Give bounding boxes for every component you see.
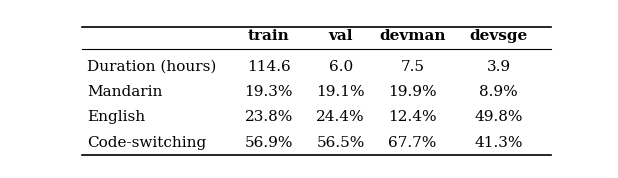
Text: devman: devman — [379, 29, 446, 43]
Text: 114.6: 114.6 — [247, 60, 290, 74]
Text: 19.3%: 19.3% — [245, 85, 293, 99]
Text: Code-switching: Code-switching — [87, 136, 206, 150]
Text: 8.9%: 8.9% — [480, 85, 518, 99]
Text: 3.9: 3.9 — [486, 60, 511, 74]
Text: English: English — [87, 110, 145, 124]
Text: devsge: devsge — [470, 29, 528, 43]
Text: 19.9%: 19.9% — [388, 85, 437, 99]
Text: val: val — [328, 29, 353, 43]
Text: 56.5%: 56.5% — [316, 136, 365, 150]
Text: 7.5: 7.5 — [400, 60, 425, 74]
Text: 23.8%: 23.8% — [245, 110, 293, 124]
Text: 67.7%: 67.7% — [388, 136, 437, 150]
Text: 24.4%: 24.4% — [316, 110, 365, 124]
Text: 6.0: 6.0 — [329, 60, 353, 74]
Text: 49.8%: 49.8% — [475, 110, 523, 124]
Text: train: train — [248, 29, 290, 43]
Text: 19.1%: 19.1% — [316, 85, 365, 99]
Text: Mandarin: Mandarin — [87, 85, 162, 99]
Text: 41.3%: 41.3% — [475, 136, 523, 150]
Text: 56.9%: 56.9% — [245, 136, 293, 150]
Text: 12.4%: 12.4% — [388, 110, 437, 124]
Text: Duration (hours): Duration (hours) — [87, 60, 216, 74]
